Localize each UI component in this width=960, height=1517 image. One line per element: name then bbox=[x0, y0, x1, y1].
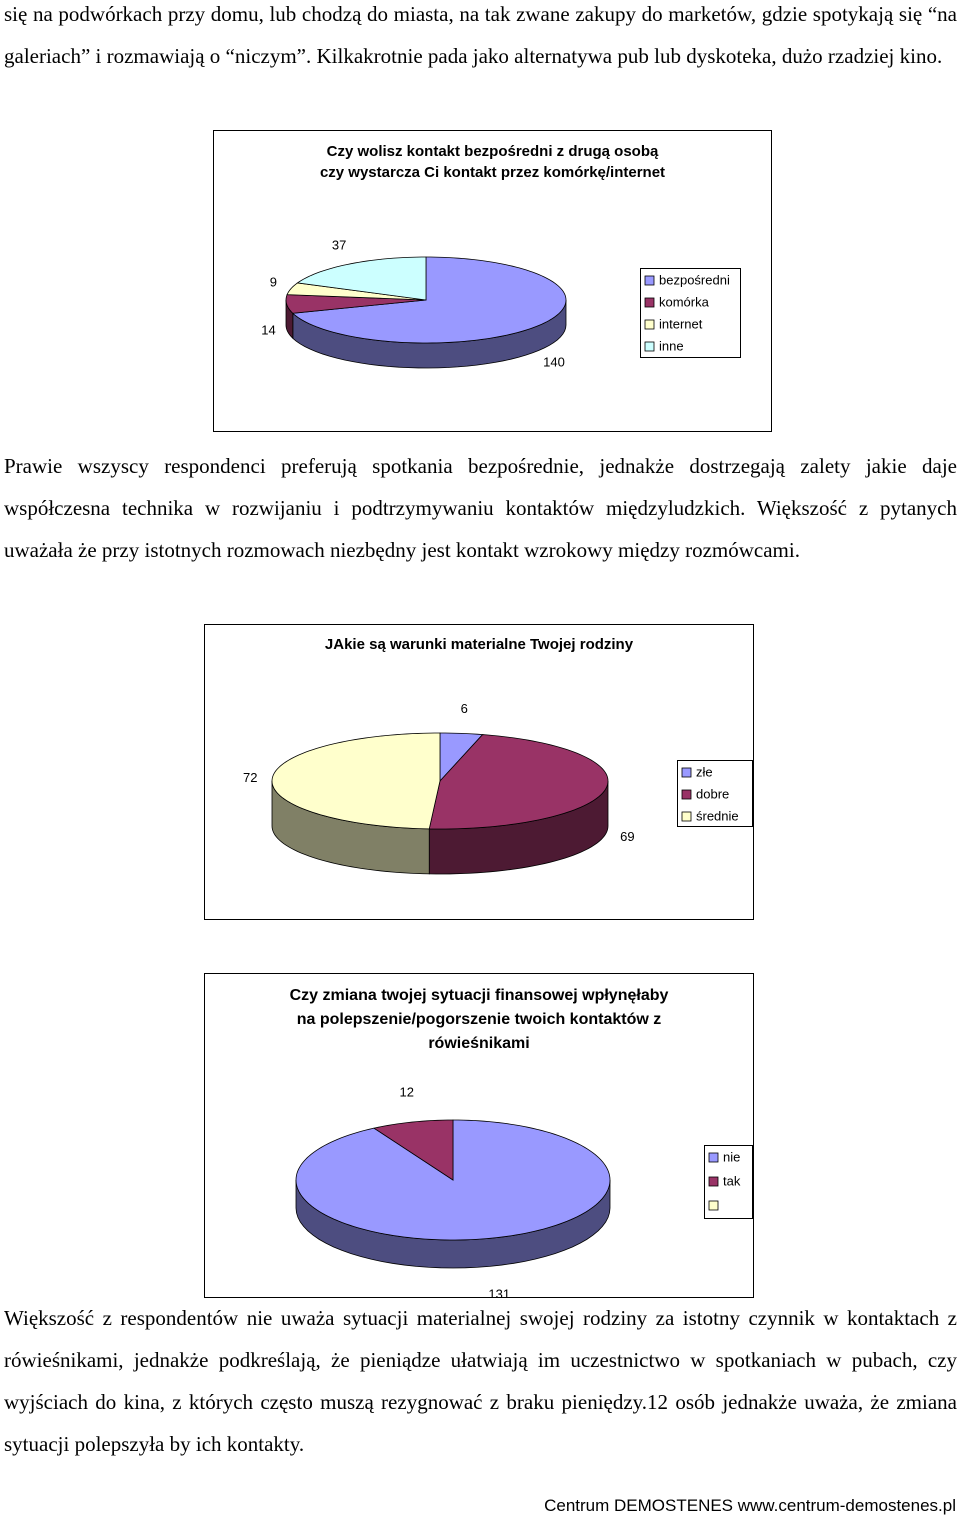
slice bbox=[271, 732, 441, 830]
chart-title: JAkie są warunki materialne Twojej rodzi… bbox=[325, 636, 634, 653]
legend-label: internet bbox=[659, 316, 703, 331]
data-label: 69 bbox=[620, 829, 634, 844]
legend-swatch bbox=[644, 275, 655, 286]
legend-label: dobre bbox=[696, 786, 729, 801]
chart-title: rówieśnikami bbox=[428, 1035, 529, 1052]
legend-swatch bbox=[708, 1200, 719, 1211]
legend-label: średnie bbox=[696, 808, 739, 823]
data-label: 37 bbox=[332, 238, 346, 253]
pie-chart: JAkie są warunki materialne Twojej rodzi… bbox=[204, 624, 754, 920]
legend-swatch bbox=[644, 319, 655, 330]
chart-title: Czy wolisz kontakt bezpośredni z drugą o… bbox=[327, 143, 659, 160]
legend-swatch bbox=[644, 297, 655, 308]
slice bbox=[291, 256, 567, 344]
data-label: 140 bbox=[543, 354, 565, 369]
legend-swatch bbox=[708, 1152, 719, 1163]
data-label: 14 bbox=[261, 323, 275, 338]
legend-swatch bbox=[708, 1176, 719, 1187]
pie-chart: Czy wolisz kontakt bezpośredni z drugą o… bbox=[213, 130, 772, 432]
paragraph: Prawie wszyscy respondenci preferują spo… bbox=[4, 454, 957, 562]
slice bbox=[428, 734, 609, 830]
legend-swatch bbox=[681, 789, 692, 800]
data-label: 72 bbox=[243, 770, 257, 785]
data-label: 9 bbox=[270, 274, 277, 289]
footer: Centrum DEMOSTENES www.centrum-demostene… bbox=[544, 1496, 956, 1515]
legend-frame bbox=[640, 268, 741, 358]
pie-chart: Czy zmiana twojej sytuacji finansowej wp… bbox=[204, 973, 754, 1298]
legend-swatch bbox=[681, 811, 692, 822]
slice bbox=[285, 294, 427, 314]
legend-swatch bbox=[644, 341, 655, 352]
legend-label: nie bbox=[723, 1149, 740, 1164]
data-label: 131 bbox=[488, 1286, 510, 1298]
paragraph: się na podwórkach przy domu, lub chodzą … bbox=[4, 2, 957, 68]
chart-title: Czy zmiana twojej sytuacji finansowej wp… bbox=[290, 987, 669, 1004]
slice bbox=[296, 256, 427, 301]
legend-swatch bbox=[681, 767, 692, 778]
legend-label: inne bbox=[659, 338, 684, 353]
data-label: 12 bbox=[400, 1085, 414, 1100]
chart-title: czy wystarcza Ci kontakt przez komórkę/i… bbox=[320, 164, 665, 181]
slice bbox=[372, 1119, 454, 1181]
chart-title: na polepszenie/pogorszenie twoich kontak… bbox=[297, 1011, 662, 1028]
legend-label: złe bbox=[696, 764, 713, 779]
legend-label: bezpośredni bbox=[659, 272, 730, 287]
legend-label: tak bbox=[723, 1173, 741, 1188]
legend-label: komórka bbox=[659, 294, 710, 309]
paragraph: Większość z respondentów nie uważa sytua… bbox=[4, 1306, 957, 1456]
data-label: 6 bbox=[461, 701, 468, 716]
